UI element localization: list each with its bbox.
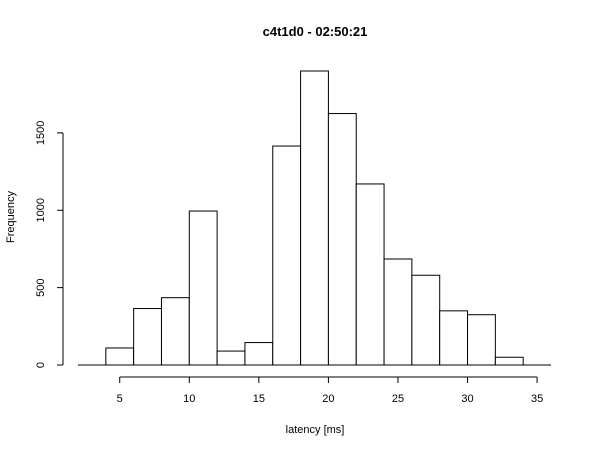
histogram-bar (133, 308, 162, 366)
histogram-bar (244, 342, 274, 366)
histogram-bar (216, 350, 246, 366)
y-tick-label: 0 (35, 362, 47, 368)
histogram-bar (188, 210, 218, 366)
histogram-bar (355, 183, 385, 366)
x-tick-label: 30 (461, 393, 473, 405)
y-tick-label: 1000 (35, 198, 47, 222)
y-tick-label: 1500 (35, 121, 47, 145)
x-tick-label: 25 (392, 393, 404, 405)
x-axis: 5 10 15 20 25 30 35 (117, 376, 543, 405)
histogram-bar (272, 145, 302, 366)
x-tick-label: 35 (531, 393, 543, 405)
histogram-bar (439, 310, 469, 366)
histogram-bar (105, 347, 135, 366)
histogram-bar (300, 70, 329, 366)
y-axis-label: Frequency (5, 191, 17, 243)
histogram-bar (383, 258, 413, 366)
y-axis: 0 500 1000 1500 (35, 121, 64, 368)
histogram-bar (411, 274, 441, 366)
x-tick-label: 10 (183, 393, 195, 405)
chart-title: c4t1d0 - 02:50:21 (263, 24, 368, 39)
x-tick-label: 5 (117, 393, 123, 405)
y-tick-label: 500 (35, 278, 47, 296)
histogram-bar (467, 314, 496, 366)
x-tick-label: 20 (322, 393, 334, 405)
histogram-bar (327, 113, 357, 366)
histogram-bars (78, 70, 551, 366)
histogram-bar (160, 297, 190, 366)
histogram-bar (494, 356, 524, 366)
x-axis-label: latency [ms] (286, 424, 345, 436)
x-tick-label: 15 (253, 393, 265, 405)
